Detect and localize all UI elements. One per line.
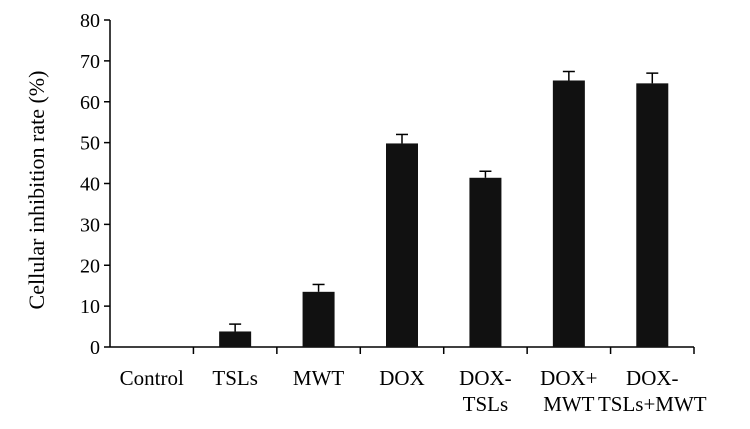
bars bbox=[219, 80, 669, 348]
y-tick-label: 0 bbox=[90, 337, 100, 359]
x-tick-label: DOX bbox=[379, 366, 425, 390]
y-tick-label: 50 bbox=[80, 133, 100, 155]
x-tick-label: DOX-TSLs+MWT bbox=[598, 366, 707, 416]
x-tick-label: DOX-TSLs bbox=[459, 366, 512, 416]
x-tick-label: Control bbox=[120, 366, 184, 390]
x-axis: Control TSLs MWT DOX DOX-TSLs DOX+ MWTDOX-TSLs… bbox=[110, 346, 707, 416]
y-tick-label: 80 bbox=[80, 10, 100, 32]
y-tick-label: 30 bbox=[80, 214, 100, 236]
y-axis-title: Cellular inhibition rate (%) bbox=[24, 71, 49, 310]
y-tick-label: 20 bbox=[80, 255, 100, 277]
bar bbox=[469, 177, 502, 347]
y-tick-label: 60 bbox=[80, 92, 100, 114]
x-tick-label: DOX+ MWT bbox=[540, 366, 597, 416]
error-bars bbox=[229, 70, 659, 332]
x-tick-label: MWT bbox=[293, 366, 344, 390]
y-tick-label: 40 bbox=[80, 174, 100, 196]
bar bbox=[386, 143, 418, 347]
bar bbox=[219, 331, 252, 347]
bar bbox=[302, 291, 335, 347]
y-tick-label: 70 bbox=[80, 51, 100, 73]
y-axis: 0 10 20 30 40 50 60 70 80 bbox=[80, 10, 111, 359]
bar bbox=[552, 80, 585, 348]
x-tick-label: TSLs bbox=[212, 366, 258, 390]
y-tick-label: 10 bbox=[80, 296, 100, 318]
bar bbox=[636, 83, 669, 347]
